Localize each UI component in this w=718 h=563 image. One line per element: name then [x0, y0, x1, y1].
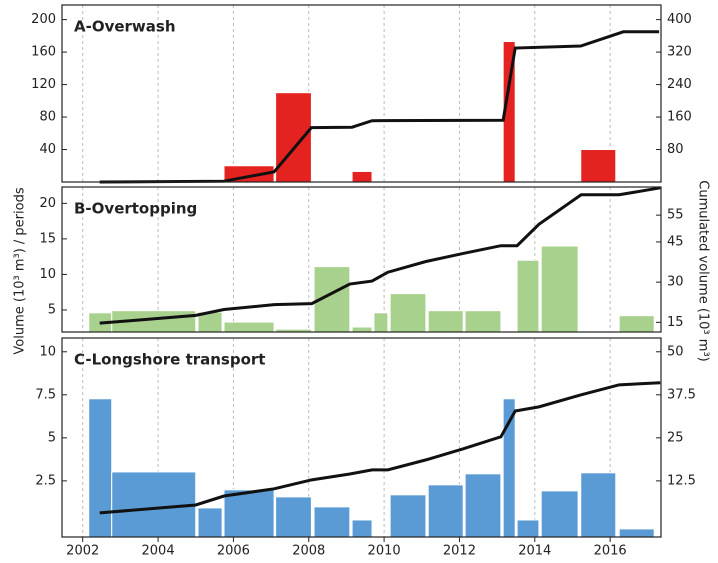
y2-tick-label: 400 — [667, 12, 692, 27]
bar — [389, 293, 427, 333]
y2-tick-label: 55 — [667, 208, 684, 223]
bar — [351, 519, 373, 538]
y2-tick-label: 240 — [667, 77, 692, 92]
y-tick-label: 160 — [31, 45, 56, 60]
panel-title: C-Longshore transport — [74, 351, 265, 369]
bar — [373, 312, 389, 333]
y2-axis-label: Cumulated volume (10³ m³) — [696, 180, 711, 361]
y-axis-label: Volume (10³ m³) / periods — [13, 187, 28, 354]
y-tick-label: 40 — [39, 142, 56, 157]
y-tick-label: 5 — [48, 430, 56, 445]
bar — [111, 471, 197, 538]
y2-tick-label: 320 — [667, 45, 692, 60]
bar — [516, 519, 540, 538]
y-tick-label: 15 — [39, 231, 56, 246]
y-tick-label: 2.5 — [35, 473, 56, 488]
y-tick-label: 7.5 — [35, 387, 56, 402]
bar — [223, 489, 275, 538]
bar — [618, 315, 655, 333]
y-tick-label: 10 — [39, 344, 56, 359]
x-tick-label: 2004 — [142, 544, 175, 559]
bar — [464, 310, 502, 333]
x-tick-label: 2014 — [518, 544, 551, 559]
x-tick-label: 2010 — [368, 544, 401, 559]
bar — [427, 310, 464, 333]
bar — [88, 398, 113, 538]
y-tick-label: 20 — [39, 196, 56, 211]
panel-frame — [61, 4, 662, 183]
bar — [197, 507, 223, 538]
bar — [389, 494, 427, 538]
y2-tick-label: 25 — [667, 430, 684, 445]
y2-tick-label: 160 — [667, 110, 692, 125]
bar — [275, 92, 312, 183]
x-tick-label: 2006 — [217, 544, 250, 559]
bar — [540, 490, 579, 538]
y2-tick-label: 37.5 — [667, 387, 696, 402]
y2-tick-label: 30 — [667, 275, 684, 290]
x-tick-label: 2008 — [292, 544, 325, 559]
bar — [580, 472, 617, 538]
y-tick-label: 120 — [31, 77, 56, 92]
x-tick-label: 2016 — [594, 544, 627, 559]
y2-tick-label: 50 — [667, 344, 684, 359]
cumulative-line — [99, 381, 661, 515]
x-tick-label: 2002 — [66, 544, 99, 559]
y2-tick-label: 80 — [667, 142, 684, 157]
x-tick-label: 2012 — [443, 544, 476, 559]
bar — [427, 484, 464, 538]
bar — [351, 170, 373, 183]
y-tick-label: 80 — [39, 110, 56, 125]
bar — [540, 245, 579, 333]
bar — [275, 496, 312, 538]
bar — [516, 259, 540, 333]
bar — [223, 321, 275, 333]
cumulative-line — [99, 30, 660, 184]
panel-title: A-Overwash — [74, 18, 176, 36]
bar — [580, 149, 617, 183]
bar — [351, 326, 373, 333]
cumulative-line — [99, 186, 661, 325]
y2-tick-label: 15 — [667, 315, 684, 330]
bar — [464, 473, 502, 538]
y2-tick-label: 12.5 — [667, 473, 696, 488]
panel-frame — [61, 186, 662, 333]
y2-tick-label: 45 — [667, 234, 684, 249]
y-tick-label: 10 — [39, 267, 56, 282]
y-tick-label: 5 — [48, 302, 56, 317]
panel-frame — [61, 337, 662, 538]
panel-title: B-Overtopping — [74, 200, 197, 218]
bar — [618, 528, 655, 538]
y-tick-label: 200 — [31, 12, 56, 27]
bar — [313, 506, 351, 538]
